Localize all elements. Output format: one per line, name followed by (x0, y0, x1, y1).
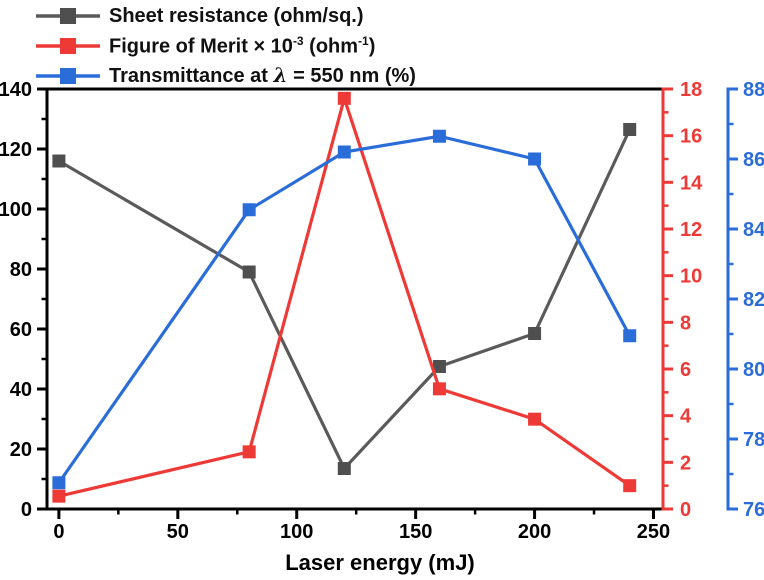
y-axis-transmittance-tick-label: 82 (743, 289, 764, 311)
series-marker-sheet-resistance (623, 123, 637, 136)
y-axis-fom-tick-label: 4 (680, 406, 692, 428)
x-axis-title: Laser energy (mJ) (285, 550, 475, 575)
series-marker-figure-of-merit (432, 382, 446, 396)
y-axis-fom-tick-label: 10 (680, 266, 702, 288)
x-axis-tick-label: 200 (518, 521, 551, 543)
legend-marker-figure-of-merit (36, 37, 100, 54)
x-axis-tick-label: 250 (637, 521, 670, 543)
y-axis-transmittance-tick-label: 80 (743, 359, 764, 381)
y-axis-fom-tick-label: 2 (680, 452, 691, 474)
y-axis-fom-tick-label: 12 (680, 219, 702, 241)
series-marker-figure-of-merit (337, 91, 351, 105)
y-axis-left-tick-label: 120 (0, 139, 32, 161)
chart-legend: Sheet resistance (ohm/sq.) Figure of Meri… (36, 1, 416, 90)
y-axis-left-tick-label: 20 (10, 439, 32, 461)
y-axis-fom-tick-label: 0 (680, 499, 691, 521)
y-axis-transmittance-tick-label: 76 (743, 499, 764, 521)
legend-label-sheet-resistance: Sheet resistance (ohm/sq.) (109, 4, 364, 27)
series-marker-figure-of-merit (528, 412, 542, 426)
y-axis-transmittance-tick-label: 84 (743, 219, 764, 241)
series-marker-figure-of-merit (242, 445, 256, 459)
series-marker-sheet-resistance (432, 360, 446, 373)
y-axis-left-tick-label: 140 (0, 79, 32, 101)
x-axis-tick-label: 0 (53, 521, 64, 543)
y-axis-left-tick-label: 80 (10, 259, 32, 281)
series-marker-transmittance (528, 152, 542, 166)
x-axis-tick-label: 50 (167, 521, 189, 543)
legend-marker-transmittance (36, 67, 100, 84)
y-axis-left-tick-label: 40 (10, 379, 32, 401)
series-line-sheet-resistance (58, 128, 632, 472)
x-axis-tick-label: 100 (280, 521, 313, 543)
series-marker-transmittance (242, 203, 256, 217)
x-axis-tick-label: 150 (399, 521, 432, 543)
series-line-transmittance (57, 134, 632, 484)
series-marker-sheet-resistance (337, 462, 351, 475)
series-marker-sheet-resistance (528, 327, 542, 340)
series-marker-transmittance (432, 129, 446, 143)
y-axis-fom-tick-label: 18 (680, 79, 702, 101)
series-marker-transmittance (623, 329, 637, 343)
legend-label-transmittance: Transmittance at λ = 550 nm (%) (109, 63, 416, 87)
y-axis-left-tick-label: 100 (0, 199, 32, 221)
legend-item-transmittance: Transmittance at λ = 550 nm (%) (36, 61, 416, 90)
y-axis-fom-tick-label: 8 (680, 312, 691, 334)
series-marker-transmittance (337, 145, 351, 159)
y-axis-transmittance-tick-label: 86 (743, 149, 764, 171)
series-line-figure-of-merit (58, 92, 631, 498)
series-marker-figure-of-merit (623, 479, 637, 493)
series-marker-sheet-resistance (242, 265, 256, 279)
y-axis-fom-tick-label: 14 (680, 172, 703, 194)
y-axis-left-tick-label: 60 (10, 319, 32, 341)
series-marker-figure-of-merit (52, 489, 66, 503)
series-marker-sheet-resistance (52, 154, 66, 168)
y-axis-fom-tick-label: 6 (680, 359, 691, 381)
y-axis-transmittance-tick-label: 88 (743, 79, 764, 101)
y-axis-fom-tick-label: 16 (680, 126, 702, 148)
y-axis-left-tick-label: 0 (21, 499, 32, 521)
series-marker-transmittance (52, 476, 66, 490)
legend-item-sheet-resistance: Sheet resistance (ohm/sq.) (36, 1, 416, 30)
legend-item-figure-of-merit: Figure of Merit × 10-3 (ohm-1) (36, 31, 416, 60)
legend-label-figure-of-merit: Figure of Merit × 10-3 (ohm-1) (109, 33, 376, 58)
y-axis-transmittance-tick-label: 78 (743, 429, 764, 451)
legend-marker-sheet-resistance (36, 7, 100, 24)
